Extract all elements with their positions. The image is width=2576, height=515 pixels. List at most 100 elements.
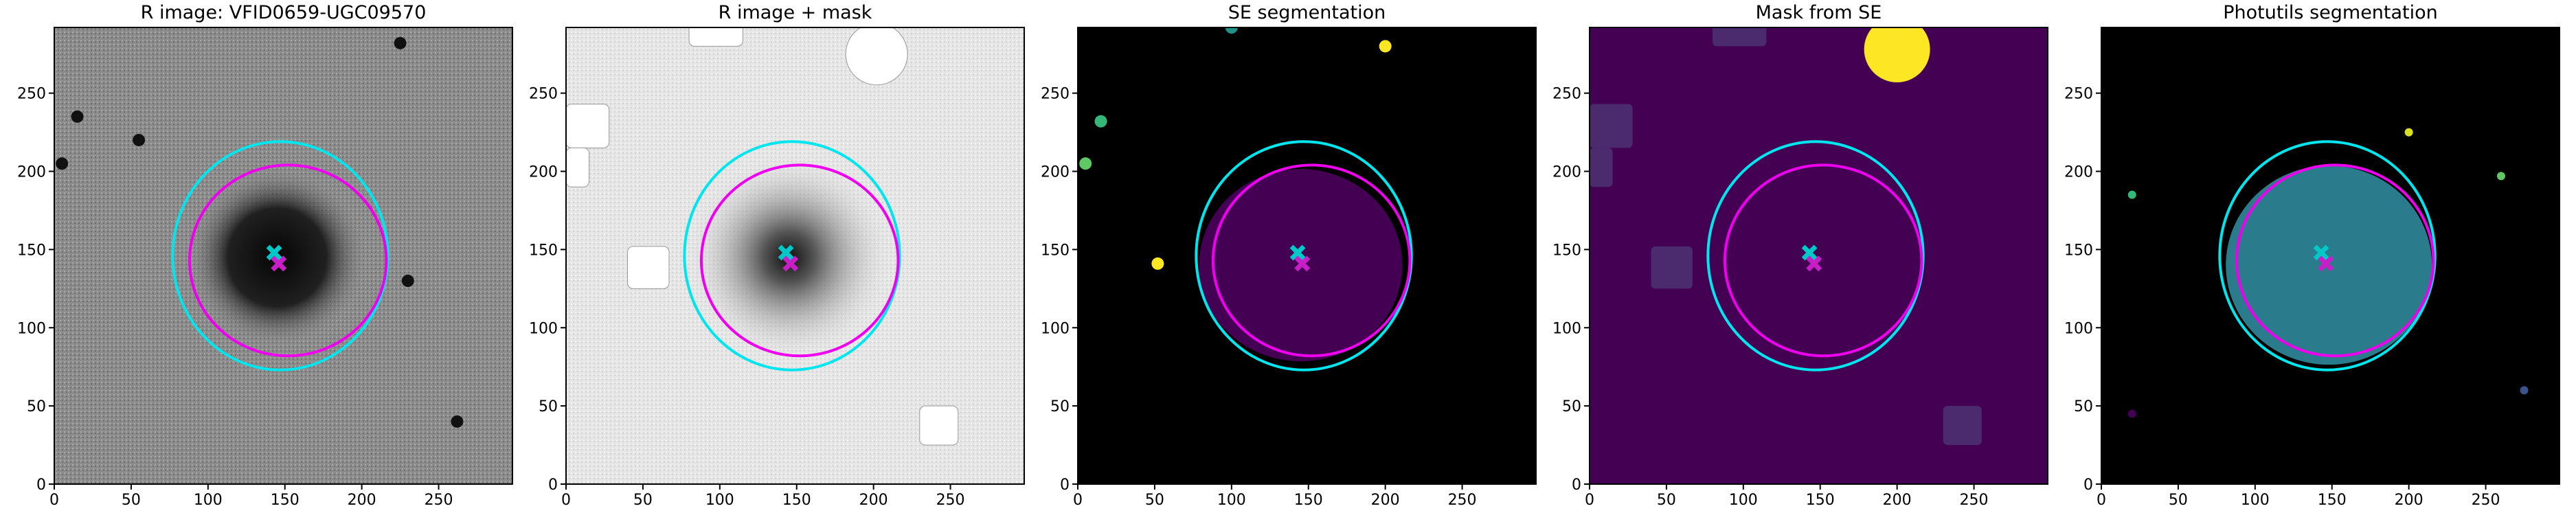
segment <box>1225 27 1238 34</box>
y-tick-label: 0 <box>1060 477 1070 494</box>
segment <box>1079 157 1092 170</box>
axes-frame <box>2101 27 2560 485</box>
x-tick-label: 150 <box>782 492 811 509</box>
marker <box>1289 244 1306 261</box>
x-tick-label: 0 <box>2097 492 2106 509</box>
segment <box>1151 257 1164 270</box>
y-tick-label: 100 <box>17 320 46 337</box>
mask-box <box>1943 406 1982 446</box>
y-tick-label: 250 <box>1041 86 1070 103</box>
x-tick-label: 150 <box>1294 492 1323 509</box>
ellipse <box>188 163 388 358</box>
y-tick-label: 50 <box>27 398 46 415</box>
axes-frame <box>565 27 1025 485</box>
segment <box>2127 409 2136 418</box>
y-tick-label: 150 <box>529 242 558 259</box>
star <box>394 36 407 49</box>
y-tick-label: 200 <box>2064 164 2093 181</box>
panel-title: SE segmentation <box>1228 2 1386 23</box>
x-tick-label: 250 <box>1960 492 1989 509</box>
x-tick-label: 200 <box>1371 492 1400 509</box>
y-tick-label: 150 <box>1552 242 1581 259</box>
marker <box>2313 244 2329 261</box>
panel-title: R image + mask <box>719 2 872 23</box>
x-tick-label: 250 <box>936 492 965 509</box>
y-tick-label: 250 <box>17 86 46 103</box>
image <box>2101 27 2560 484</box>
x-tick-label: 50 <box>122 492 141 509</box>
image <box>54 27 512 484</box>
segment <box>1094 115 1107 128</box>
y-tick-label: 200 <box>1552 164 1581 181</box>
panel: R image: VFID0659-UGC09570 0 50 100 150 200 25… <box>17 2 513 509</box>
marker <box>2318 255 2334 272</box>
marker <box>1801 244 1818 261</box>
segment <box>2496 172 2505 181</box>
y-tick-label: 100 <box>1041 320 1070 337</box>
y-tick-label: 250 <box>529 86 558 103</box>
x-tick-label: 100 <box>2241 492 2270 509</box>
x-tick-label: 250 <box>1448 492 1477 509</box>
y-tick-label: 200 <box>529 164 558 181</box>
y-tick-label: 0 <box>548 477 558 494</box>
ellipse <box>171 140 389 371</box>
marker <box>266 244 282 261</box>
y-tick-label: 150 <box>17 242 46 259</box>
y-tick-label: 150 <box>1041 242 1070 259</box>
ellipse <box>1195 140 1413 371</box>
x-tick-label: 100 <box>1217 492 1246 509</box>
mask-box <box>627 246 670 289</box>
y-tick-label: 250 <box>2064 86 2093 103</box>
mask-box <box>1713 27 1767 47</box>
ellipse <box>2218 140 2437 371</box>
mask-circle <box>1864 27 1930 82</box>
axes-frame <box>1589 27 2048 485</box>
ellipse <box>1706 140 1925 371</box>
y-tick-label: 150 <box>2064 242 2093 259</box>
panel: R image + mask 0 50 100 150 200 250 0 50 100 150 20… <box>529 2 1025 509</box>
x-tick-label: 150 <box>2318 492 2347 509</box>
x-tick-label: 0 <box>561 492 571 509</box>
ellipse <box>1211 163 1412 358</box>
mask-box <box>566 147 590 187</box>
segment <box>2520 386 2529 395</box>
x-tick-label: 250 <box>2472 492 2500 509</box>
ellipse <box>699 163 900 358</box>
x-tick-label: 150 <box>1806 492 1835 509</box>
y-tick-label: 100 <box>529 320 558 337</box>
panel-title: Mask from SE <box>1756 2 1882 23</box>
mask-box <box>566 104 610 148</box>
star <box>401 274 414 287</box>
star <box>56 157 69 170</box>
y-tick-label: 50 <box>539 398 558 415</box>
star <box>133 133 146 146</box>
mask-box <box>1590 104 1633 148</box>
x-tick-label: 50 <box>1145 492 1164 509</box>
mask-circle <box>845 27 908 86</box>
x-tick-label: 100 <box>1729 492 1758 509</box>
mask-box <box>1590 148 1613 187</box>
y-tick-label: 0 <box>36 477 46 494</box>
x-tick-label: 200 <box>1883 492 1912 509</box>
panel-title: Photutils segmentation <box>2223 2 2438 23</box>
x-tick-label: 250 <box>425 492 453 509</box>
y-tick-label: 100 <box>2064 320 2093 337</box>
y-tick-label: 250 <box>1552 86 1581 103</box>
mask-box <box>688 27 743 47</box>
axes-frame <box>1077 27 1537 485</box>
marker <box>271 255 287 272</box>
y-tick-label: 50 <box>1050 398 1070 415</box>
x-tick-label: 200 <box>859 492 888 509</box>
y-tick-label: 0 <box>1572 477 1581 494</box>
y-tick-label: 200 <box>1041 164 1070 181</box>
x-tick-label: 50 <box>2169 492 2188 509</box>
x-tick-label: 50 <box>1657 492 1676 509</box>
x-tick-label: 100 <box>194 492 223 509</box>
star <box>71 110 84 123</box>
x-tick-label: 50 <box>633 492 653 509</box>
mask-box <box>919 405 959 446</box>
image <box>1590 27 2048 484</box>
x-tick-label: 0 <box>1073 492 1083 509</box>
ellipse <box>683 140 901 371</box>
x-tick-label: 150 <box>271 492 300 509</box>
